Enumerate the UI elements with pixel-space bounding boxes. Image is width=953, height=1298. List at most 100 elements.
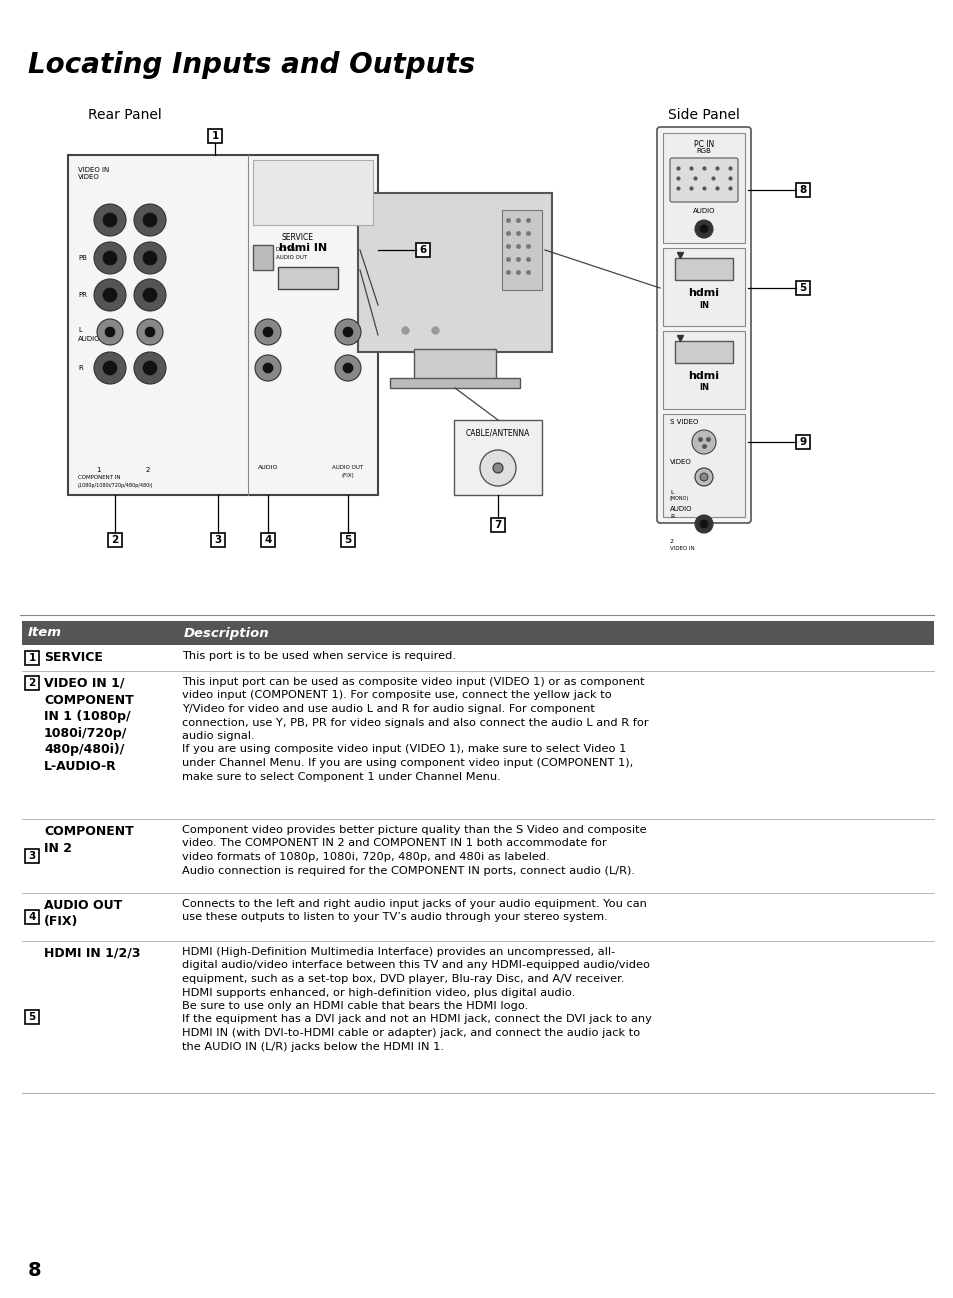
Bar [390,378,519,388]
Text: Item: Item [28,627,62,640]
Text: VIDEO IN 1/
COMPONENT
IN 1 (1080p/
1080i/720p/
480p/480i)/
L-AUDIO-R: VIDEO IN 1/ COMPONENT IN 1 (1080p/ 1080i… [44,678,133,772]
Circle shape [254,319,281,345]
Text: hdmi IN: hdmi IN [278,243,327,253]
Circle shape [103,213,117,227]
Circle shape [335,319,360,345]
Text: PC IN: PC IN [693,140,714,149]
FancyBboxPatch shape [68,154,377,495]
Text: AUDIO: AUDIO [78,336,100,341]
Text: Audio connection is required for the COMPONENT IN ports, connect audio (L/R).: Audio connection is required for the COM… [182,866,635,875]
FancyBboxPatch shape [657,127,750,523]
Circle shape [103,288,117,302]
Bar [675,341,732,363]
Circle shape [133,204,166,236]
Bar [662,132,744,243]
Text: VIDEO: VIDEO [78,174,100,180]
Text: Component video provides better picture quality than the S Video and composite: Component video provides better picture … [182,826,646,835]
Text: IN: IN [699,301,708,309]
Bar [25,910,39,924]
Circle shape [133,352,166,384]
Circle shape [94,204,126,236]
Text: L: L [78,327,82,334]
Text: equipment, such as a set-top box, DVD player, Blu-ray Disc, and A/V receiver.: equipment, such as a set-top box, DVD pl… [182,974,624,984]
Text: 5: 5 [799,283,806,293]
Circle shape [145,327,154,337]
Text: Y/Video for video and use audio L and R for audio signal. For component: Y/Video for video and use audio L and R … [182,704,595,714]
Text: (FIX): (FIX) [341,472,354,478]
Text: AUDIO: AUDIO [692,208,715,214]
Text: Rear Panel: Rear Panel [88,108,162,122]
Text: Be sure to use only an HDMI cable that bears the HDMI logo.: Be sure to use only an HDMI cable that b… [182,1001,528,1011]
Bar [491,518,504,532]
Bar [662,248,744,326]
Text: This input port can be used as composite video input (VIDEO 1) or as component: This input port can be used as composite… [182,678,644,687]
Text: DIGITAL: DIGITAL [275,247,297,252]
Circle shape [133,279,166,312]
Circle shape [143,251,157,265]
Circle shape [94,241,126,274]
Text: hdmi: hdmi [688,371,719,382]
Text: under Channel Menu. If you are using component video input (COMPONENT 1),: under Channel Menu. If you are using com… [182,758,633,768]
Text: make sure to select Component 1 under Channel Menu.: make sure to select Component 1 under Ch… [182,771,500,781]
Text: digital audio/video interface between this TV and any HDMI-equipped audio/video: digital audio/video interface between th… [182,961,649,971]
Text: R: R [669,514,674,519]
Text: AUDIO OUT
(FIX): AUDIO OUT (FIX) [44,900,122,928]
Text: 1: 1 [95,467,100,472]
Text: 3: 3 [29,851,35,861]
Text: L: L [353,328,356,335]
Text: 3: 3 [214,535,221,545]
Text: SERVICE: SERVICE [282,234,314,241]
Circle shape [695,219,712,238]
Bar [795,280,809,295]
Text: 8: 8 [799,186,806,195]
Circle shape [263,327,273,337]
Bar [340,533,355,546]
Text: AUDIO: AUDIO [669,506,692,511]
Text: HDMI supports enhanced, or high-definition video, plus digital audio.: HDMI supports enhanced, or high-definiti… [182,988,575,997]
Circle shape [700,225,707,234]
Text: 5: 5 [29,1012,35,1022]
Circle shape [137,319,163,345]
Text: This port is to be used when service is required.: This port is to be used when service is … [182,652,456,661]
Text: (MONO): (MONO) [669,496,688,501]
Text: PB: PB [78,254,87,261]
Text: If you are using composite video input (VIDEO 1), make sure to select Video 1: If you are using composite video input (… [182,745,626,754]
FancyBboxPatch shape [414,349,496,379]
Bar [277,267,337,289]
Bar [675,258,732,280]
FancyBboxPatch shape [357,193,552,352]
Circle shape [695,515,712,533]
Text: IN: IN [699,383,708,392]
Circle shape [143,213,157,227]
Text: 4: 4 [264,535,272,545]
Text: 7: 7 [494,520,501,530]
Circle shape [94,279,126,312]
Text: 1: 1 [29,653,35,663]
Bar [261,533,274,546]
Bar [454,421,541,495]
Bar [25,849,39,863]
Bar [662,414,744,517]
Text: AUDIO OUT: AUDIO OUT [275,254,307,260]
Text: AUDIO OUT: AUDIO OUT [332,465,363,470]
Circle shape [103,361,117,375]
Text: RGB: RGB [696,148,711,154]
Bar [662,331,744,409]
Text: 4: 4 [29,912,35,922]
Text: video. The COMPONENT IN 2 and COMPONENT IN 1 both accommodate for: video. The COMPONENT IN 2 and COMPONENT … [182,839,606,849]
Bar [253,245,273,270]
Text: 1: 1 [212,131,218,141]
Circle shape [700,520,707,528]
Bar [795,183,809,197]
Text: audio signal.: audio signal. [182,731,254,741]
Circle shape [105,327,115,337]
Text: SERVICE: SERVICE [44,652,103,665]
Text: COMPONENT
IN 2: COMPONENT IN 2 [44,826,133,854]
Bar [25,1010,39,1024]
Bar [25,676,39,691]
Text: R: R [78,365,83,371]
Text: 6: 6 [419,245,426,254]
Text: VIDEO IN: VIDEO IN [78,167,110,173]
Circle shape [143,361,157,375]
Text: CABLE/ANTENNA: CABLE/ANTENNA [465,428,530,437]
